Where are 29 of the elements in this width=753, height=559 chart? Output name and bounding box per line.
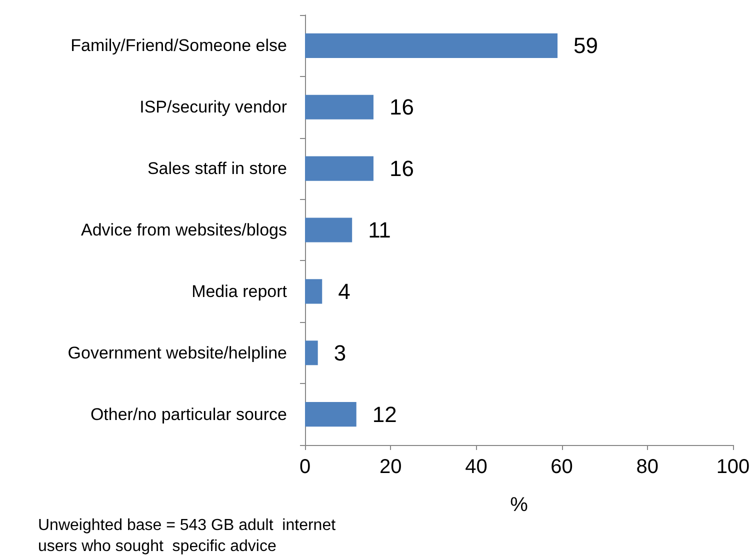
data-label: 16 <box>389 156 414 182</box>
y-tick-label: Sales staff in store <box>147 159 287 178</box>
y-tick-label: ISP/security vendor <box>140 98 288 117</box>
bar <box>305 402 356 427</box>
x-tick-label: 0 <box>299 456 311 478</box>
y-tick-label: Other/no particular source <box>90 404 287 424</box>
data-label: 16 <box>389 94 414 120</box>
bar <box>305 218 352 242</box>
x-tick-label: 20 <box>379 456 402 478</box>
y-tick-label: Government website/helpline <box>68 343 287 362</box>
y-tick-label: Advice from websites/blogs <box>81 220 287 240</box>
data-label: 3 <box>334 340 346 366</box>
bar <box>305 33 558 58</box>
bar <box>305 156 374 181</box>
y-tick-label: Family/Friend/Someone else <box>70 36 287 56</box>
data-label: 12 <box>372 402 397 427</box>
bar <box>305 279 322 304</box>
x-tick-label: 40 <box>465 456 488 478</box>
data-label: 11 <box>368 218 391 242</box>
x-tick-label: 60 <box>550 456 573 478</box>
bar <box>305 94 374 120</box>
y-tick-label: Media report <box>192 282 288 301</box>
bar <box>305 340 318 366</box>
data-label: 4 <box>338 278 350 304</box>
x-tick-label: 100 <box>716 456 750 478</box>
x-tick-label: 80 <box>636 456 659 478</box>
text: Unweighted base = 543 GB adult internet users who sought specific advice <box>38 517 336 555</box>
x-axis-title: % <box>510 494 528 516</box>
data-label: 59 <box>574 33 598 58</box>
